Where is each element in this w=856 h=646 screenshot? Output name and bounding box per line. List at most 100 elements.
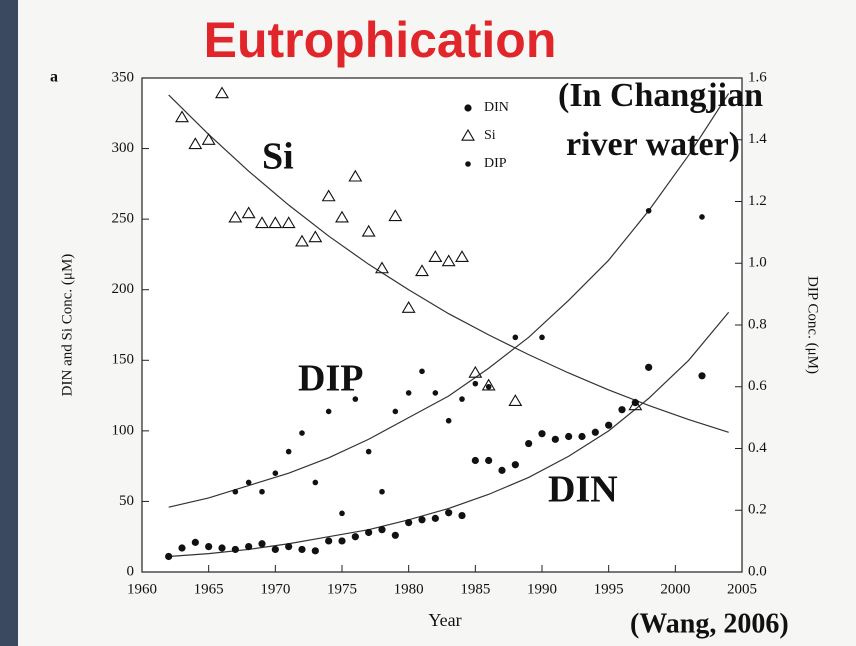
data-point [298,545,306,554]
data-point [392,408,399,415]
data-point [299,430,305,436]
fit-curve [168,93,730,508]
legend-marker [464,104,472,112]
y2-tick-label: 0.0 [748,563,767,579]
data-point [271,545,279,554]
data-point [485,383,492,390]
data-point [232,488,239,495]
data-point [272,470,279,477]
y2-tick-label: 1.4 [748,131,767,147]
x-tick-label: 1970 [260,581,290,597]
data-point [405,390,412,396]
x-tick-label: 2005 [727,581,757,597]
legend-label: DIP [484,156,507,171]
x-tick-label: 1990 [527,581,557,597]
data-point [415,264,429,277]
data-point [191,538,199,546]
panel-label: a [50,69,58,86]
data-point [178,544,186,552]
data-point [321,189,336,202]
y-tick-label: 100 [112,422,135,438]
data-point [375,261,389,274]
data-point [485,456,493,465]
y-axis-title: DIN and Si Conc. (μM) [59,254,75,397]
data-point [295,234,309,247]
data-point [352,396,359,402]
y2-tick-label: 0.8 [748,316,767,332]
data-point [245,542,253,551]
data-point [285,542,293,551]
data-point [361,224,376,237]
data-point [699,214,705,220]
data-point [472,380,479,387]
data-point [618,406,626,414]
data-point [428,250,443,263]
data-point [231,545,239,554]
data-point [405,519,413,527]
data-point [325,408,332,415]
data-point [391,531,399,539]
y2-tick-label: 0.4 [748,440,767,456]
data-point [538,430,546,438]
data-point [539,334,545,341]
y2-tick-label: 0.6 [748,378,767,394]
x-tick-label: 1995 [594,581,624,597]
data-point [245,479,252,486]
data-point [258,540,266,548]
data-point [188,137,203,150]
plot-frame [141,77,743,573]
data-point [459,396,465,402]
data-point [628,398,643,411]
x-tick-label: 2000 [660,581,690,597]
data-point [285,448,292,455]
y2-axis-title: DIP Conc. (μM) [805,276,821,374]
y-tick-label: 50 [119,493,134,509]
legend-label: DIN [484,100,509,115]
data-point [348,169,363,182]
data-point [591,428,599,436]
y2-tick-label: 1.2 [748,193,767,209]
data-point [308,230,323,243]
x-tick-label: 1960 [127,581,157,597]
data-point [201,133,216,145]
data-point [335,210,349,223]
data-point [351,533,359,541]
annotation: Si [262,136,294,178]
data-point [268,216,283,229]
data-point [481,378,496,391]
x-tick-label: 1985 [460,581,490,597]
data-point [445,417,452,424]
data-point [698,372,706,380]
data-point [498,466,506,474]
slide-title: Eutrophication [204,12,557,68]
x-tick-label: 1975 [327,581,357,597]
y-tick-label: 150 [112,352,135,368]
y-tick-label: 200 [112,281,135,297]
data-point [218,544,226,552]
annotation: DIN [548,469,618,511]
data-point [228,210,243,223]
legend-label: Si [484,128,496,143]
y-tick-label: 250 [112,211,135,227]
data-point [365,448,372,455]
data-point [388,209,403,222]
data-point [379,488,385,495]
y2-tick-label: 0.2 [748,502,767,518]
data-point [578,432,586,441]
data-point [259,488,265,495]
data-point [311,547,319,555]
data-point [165,552,173,561]
data-point [525,439,533,448]
data-point [645,363,653,371]
data-point [431,514,439,522]
annotation: (In Changjian [558,77,763,114]
annotation: (Wang, 2006) [630,608,789,639]
y2-tick-label: 1.6 [748,69,767,85]
data-point [378,526,386,534]
data-point [508,394,523,406]
data-point [401,300,416,313]
y-tick-label: 350 [112,69,135,85]
data-point [512,334,519,341]
data-point [312,479,319,486]
